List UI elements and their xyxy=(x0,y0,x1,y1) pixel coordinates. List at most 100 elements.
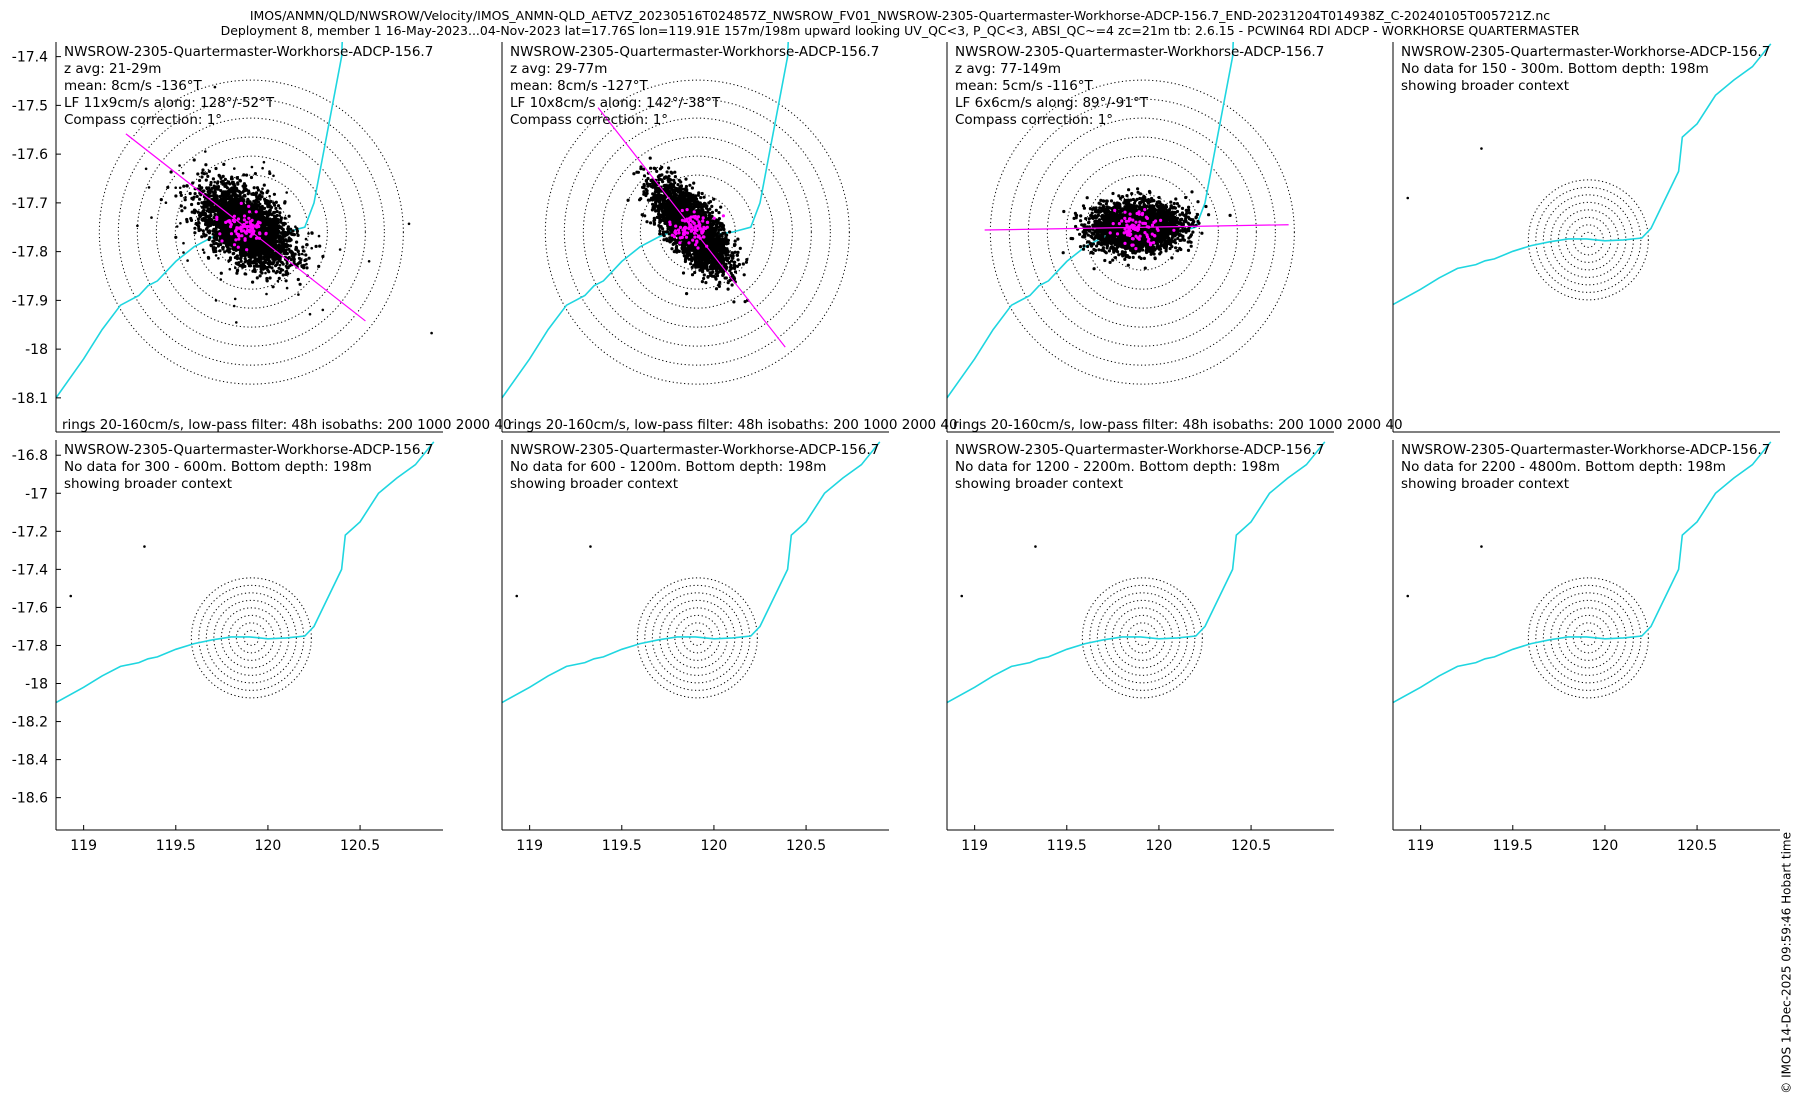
velocity-point xyxy=(238,206,241,209)
velocity-point xyxy=(282,273,285,276)
velocity-outlier xyxy=(261,167,264,170)
velocity-point xyxy=(646,189,649,192)
velocity-point xyxy=(253,256,256,259)
velocity-outlier xyxy=(294,225,297,228)
velocity-point xyxy=(204,200,207,203)
velocity-outlier xyxy=(236,258,239,261)
velocity-outlier xyxy=(251,166,254,169)
velocity-point xyxy=(689,262,692,265)
velocity-point xyxy=(256,276,259,279)
velocity-outlier xyxy=(288,228,291,231)
velocity-point xyxy=(222,217,225,220)
lowpass-point xyxy=(242,229,245,232)
lowpass-point xyxy=(237,246,240,249)
velocity-point xyxy=(220,198,223,201)
velocity-outlier xyxy=(202,249,205,252)
velocity-outlier xyxy=(220,225,223,228)
velocity-point xyxy=(190,197,193,200)
velocity-point xyxy=(265,210,268,213)
velocity-point xyxy=(217,244,220,247)
velocity-outlier xyxy=(217,257,220,260)
velocity-point xyxy=(205,179,208,182)
velocity-point xyxy=(703,273,706,276)
velocity-point xyxy=(201,171,204,174)
velocity-outlier xyxy=(248,214,251,217)
lowpass-point xyxy=(243,218,246,221)
velocity-point xyxy=(213,185,216,188)
velocity-point xyxy=(194,192,197,195)
lowpass-point xyxy=(264,232,267,235)
velocity-outlier xyxy=(215,299,218,302)
velocity-point xyxy=(311,232,314,235)
velocity-point xyxy=(667,166,670,169)
velocity-point xyxy=(728,230,731,233)
velocity-point xyxy=(278,237,281,240)
velocity-point xyxy=(284,234,287,237)
velocity-point xyxy=(251,202,254,205)
velocity-outlier xyxy=(205,172,208,175)
velocity-point xyxy=(203,219,206,222)
velocity-point xyxy=(267,261,270,264)
velocity-point xyxy=(216,201,219,204)
velocity-point xyxy=(196,195,199,198)
velocity-point xyxy=(260,190,263,193)
velocity-outlier xyxy=(242,198,245,201)
velocity-point xyxy=(305,266,308,269)
velocity-point xyxy=(208,231,211,234)
lowpass-point xyxy=(238,235,241,238)
lowpass-point xyxy=(237,238,240,241)
velocity-point xyxy=(263,252,266,255)
velocity-point xyxy=(206,187,209,190)
velocity-outlier xyxy=(284,270,287,273)
velocity-point xyxy=(213,213,216,216)
velocity-outlier xyxy=(233,167,236,170)
velocity-point xyxy=(240,212,243,215)
velocity-point xyxy=(261,211,264,214)
velocity-outlier xyxy=(258,228,261,231)
velocity-point xyxy=(228,204,231,207)
lowpass-point xyxy=(230,232,233,235)
velocity-outlier xyxy=(297,250,300,253)
velocity-point xyxy=(288,215,291,218)
velocity-point xyxy=(204,223,207,226)
velocity-outlier xyxy=(255,241,258,244)
velocity-outlier xyxy=(278,214,281,217)
velocity-outlier xyxy=(272,175,275,178)
velocity-point xyxy=(236,269,239,272)
velocity-outlier xyxy=(136,225,139,228)
velocity-point xyxy=(206,175,209,178)
velocity-outlier xyxy=(251,207,254,210)
velocity-point xyxy=(223,214,226,217)
velocity-point xyxy=(297,278,300,281)
velocity-point xyxy=(226,235,229,238)
velocity-point xyxy=(184,198,187,201)
velocity-point xyxy=(225,197,228,200)
velocity-point xyxy=(216,180,219,183)
velocity-point xyxy=(204,163,207,166)
velocity-point xyxy=(233,200,236,203)
lowpass-point xyxy=(244,239,247,242)
velocity-point xyxy=(229,194,232,197)
velocity-outlier xyxy=(210,195,213,198)
lowpass-point xyxy=(259,221,262,224)
velocity-point xyxy=(719,206,722,209)
velocity-point xyxy=(277,204,280,207)
velocity-outlier xyxy=(296,232,299,235)
velocity-point xyxy=(247,189,250,192)
velocity-point xyxy=(202,208,205,211)
velocity-point xyxy=(289,250,292,253)
velocity-point xyxy=(717,211,720,214)
velocity-outlier xyxy=(248,250,251,253)
velocity-point xyxy=(257,257,260,260)
velocity-point xyxy=(191,181,194,184)
velocity-point xyxy=(227,180,230,183)
velocity-outlier xyxy=(309,313,312,316)
velocity-point xyxy=(701,192,704,195)
velocity-outlier xyxy=(184,196,187,199)
velocity-point xyxy=(658,232,661,235)
velocity-point xyxy=(254,172,257,175)
velocity-outlier xyxy=(368,260,371,263)
velocity-outlier xyxy=(234,267,237,270)
velocity-point xyxy=(208,236,211,239)
velocity-point xyxy=(263,184,266,187)
